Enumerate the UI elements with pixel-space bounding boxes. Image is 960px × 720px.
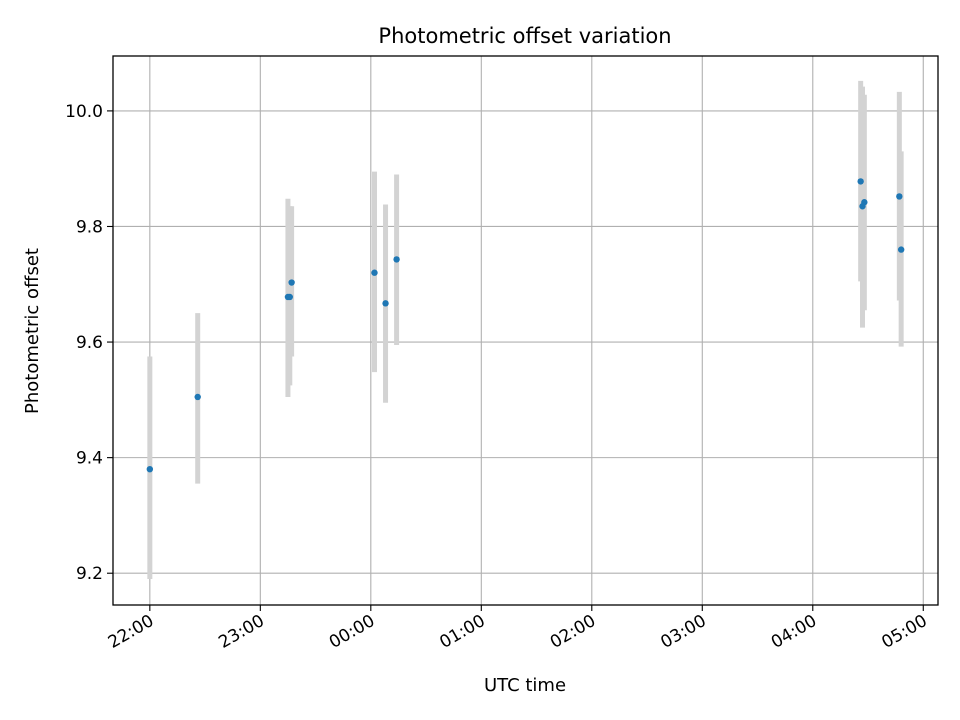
y-tick-label: 9.4 xyxy=(76,449,103,469)
x-axis-label: UTC time xyxy=(484,675,566,696)
data-points xyxy=(146,178,905,473)
data-point xyxy=(897,246,905,253)
data-point xyxy=(288,279,295,286)
y-axis: 9.2 9.4 9.6 9.8 10.0 xyxy=(65,102,113,584)
data-point xyxy=(393,256,400,263)
y-tick-label: 9.2 xyxy=(76,564,103,584)
data-point xyxy=(896,193,903,200)
data-point xyxy=(861,199,868,206)
chart-title: Photometric offset variation xyxy=(378,24,671,48)
data-point xyxy=(286,293,293,301)
data-point xyxy=(857,178,864,185)
grid xyxy=(113,56,938,605)
y-tick-label: 10.0 xyxy=(65,102,103,122)
data-point xyxy=(194,393,201,401)
y-axis-label: Photometric offset xyxy=(22,248,43,414)
data-point xyxy=(371,269,378,276)
data-point xyxy=(146,465,154,473)
data-point xyxy=(382,300,389,307)
y-tick-label: 9.6 xyxy=(76,333,103,353)
plot-frame xyxy=(112,55,939,606)
y-tick-label: 9.8 xyxy=(76,217,103,237)
